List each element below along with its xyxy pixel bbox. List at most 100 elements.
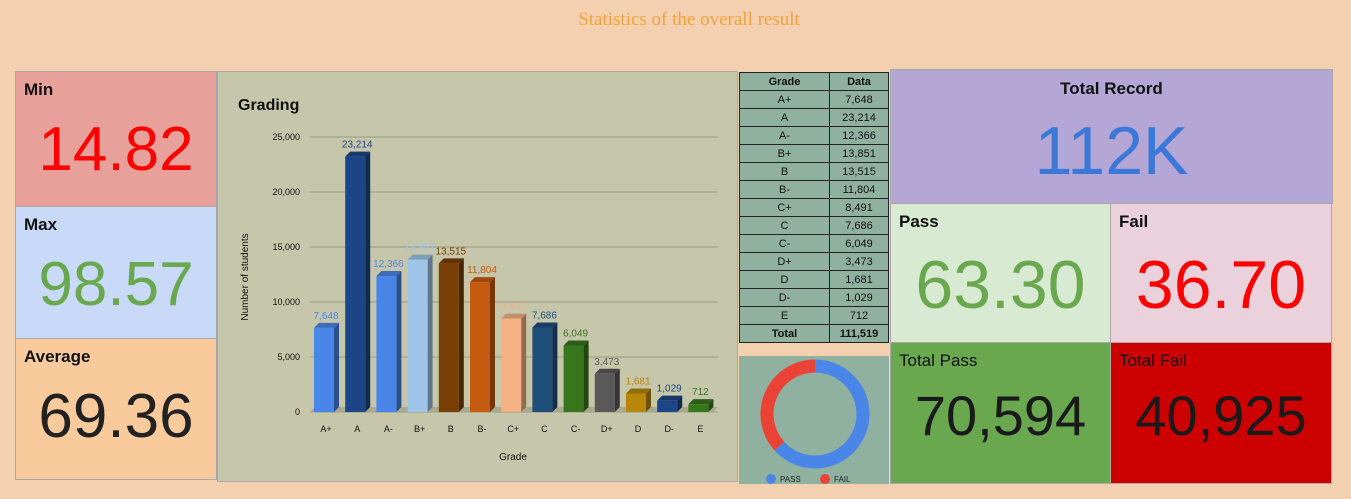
page-title: Statistics of the overall result [578, 9, 800, 30]
count-cell: 1,029 [829, 288, 889, 307]
y-tick-label: 0 [295, 407, 300, 417]
bar-data-label: 7,686 [532, 310, 557, 321]
bar-E [688, 404, 709, 412]
count-cell: 6,049 [829, 234, 889, 253]
y-tick-label: 15,000 [272, 242, 300, 252]
count-cell: 7,648 [829, 90, 889, 109]
bar-B [438, 263, 459, 412]
total-pass-label: Total Pass [899, 351, 978, 370]
bar-top [438, 258, 464, 264]
bar-top [470, 277, 495, 283]
bar-C+ [501, 318, 522, 412]
grade-table: Grade Data A+ 7,648 A 23,214 A- 12,366 B+ 13,85… [739, 72, 889, 343]
bar-C [532, 327, 553, 412]
bar-data-label: 3,473 [594, 357, 619, 368]
average-label: Average [24, 347, 91, 366]
bar-B+ [407, 259, 428, 412]
bar-D [626, 393, 646, 412]
x-category-label: B+ [414, 424, 425, 434]
donut-slice-pass [774, 359, 870, 469]
legend-label-fail: FAIL [834, 475, 851, 484]
x-category-label: B [448, 424, 454, 434]
count-cell: 23,214 [829, 108, 889, 127]
grade-cell: C+ [739, 198, 830, 217]
bar-top [532, 322, 558, 328]
total-label-cell: Total [739, 324, 830, 343]
bar-data-label: 13,515 [436, 246, 467, 257]
bar-top [688, 399, 714, 405]
pass-card: Pass 63.30 [890, 203, 1111, 343]
bar-top [626, 388, 651, 394]
average-card: Average 69.36 [15, 338, 217, 480]
bar-side [646, 388, 651, 412]
pass-fail-donut-panel: PASS FAIL [739, 356, 889, 484]
bar-B- [470, 282, 490, 412]
fail-value: 36.70 [1135, 247, 1307, 323]
chart-xlabel: Grade [499, 452, 527, 463]
x-category-label: A- [384, 424, 393, 434]
bar-top [376, 270, 402, 276]
grade-table-total-row: Total 111,519 [739, 324, 889, 343]
y-tick-label: 10,000 [272, 297, 300, 307]
grade-table-row: E 712 [739, 306, 889, 325]
total-record-label: Total Record [1060, 79, 1163, 98]
data-column-header: Data [829, 72, 889, 91]
legend-label-pass: PASS [780, 475, 801, 484]
count-cell: 8,491 [829, 198, 889, 217]
bar-side [458, 258, 464, 412]
bar-data-label: 23,214 [342, 140, 373, 151]
bar-side [552, 322, 558, 412]
total-pass-card: Total Pass 70,594 [890, 342, 1111, 484]
x-category-label: C+ [507, 424, 519, 434]
bar-top [345, 151, 371, 157]
y-tick-label: 25,000 [272, 132, 300, 142]
bar-C- [563, 345, 584, 412]
max-label: Max [24, 215, 58, 234]
bar-data-label: 7,648 [313, 311, 338, 322]
bar-top [501, 313, 527, 319]
grade-cell: A- [739, 126, 830, 145]
bar-D+ [594, 373, 615, 412]
bar-top [657, 395, 683, 401]
total-fail-card: Total Fail 40,925 [1110, 342, 1332, 484]
x-category-label: D [635, 424, 642, 434]
count-cell: 7,686 [829, 216, 889, 235]
x-category-label: A+ [320, 424, 331, 434]
bar-data-label: 13,851 [404, 243, 435, 254]
x-category-label: C [541, 424, 548, 434]
bar-top [407, 254, 433, 260]
total-fail-label: Total Fail [1119, 351, 1188, 370]
bar-side [583, 340, 589, 412]
count-cell: 3,473 [829, 252, 889, 271]
legend-dot-pass [766, 474, 776, 484]
count-cell: 11,804 [829, 180, 889, 199]
grade-table-row: C- 6,049 [739, 234, 889, 253]
bar-side [365, 151, 371, 412]
bar-data-label: 1,029 [657, 384, 682, 395]
grade-table-row: D+ 3,473 [739, 252, 889, 271]
grade-table-row: C+ 8,491 [739, 198, 889, 217]
grading-chart-panel: Grading Number of students Grade 0 5,000 1… [217, 71, 738, 482]
count-cell: 1,681 [829, 270, 889, 289]
grade-cell: C- [739, 234, 830, 253]
grade-cell: B+ [739, 144, 830, 163]
grade-table-row: D 1,681 [739, 270, 889, 289]
grade-cell: C [739, 216, 830, 235]
bar-A+ [314, 327, 334, 412]
max-card: Max 98.57 [15, 206, 217, 339]
pass-label: Pass [899, 212, 939, 231]
grade-table-row: B+ 13,851 [739, 144, 889, 163]
pass-fail-donut-chart: PASS FAIL [760, 359, 870, 484]
grade-table-header: Grade Data [739, 72, 889, 91]
fail-label: Fail [1119, 212, 1149, 231]
count-cell: 13,851 [829, 144, 889, 163]
grade-table-row: B- 11,804 [739, 180, 889, 199]
total-record-value: 112K [1034, 113, 1189, 189]
chart-ylabel: Number of students [240, 233, 251, 320]
pass-value: 63.30 [915, 247, 1086, 323]
bar-side [427, 254, 433, 412]
bar-data-label: 8,491 [501, 302, 526, 313]
x-category-label: D+ [601, 424, 613, 434]
bar-side [614, 368, 620, 412]
min-value: 14.82 [38, 115, 194, 184]
